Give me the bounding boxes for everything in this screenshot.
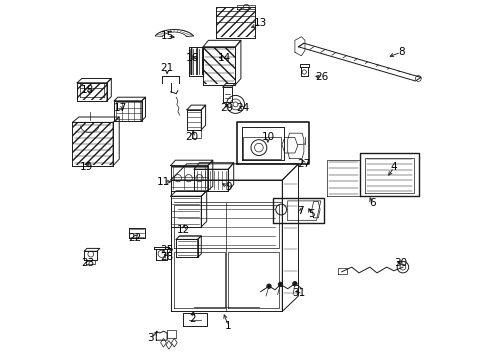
Text: 19: 19: [80, 162, 93, 172]
Text: 21: 21: [160, 63, 173, 73]
Circle shape: [278, 282, 282, 287]
Text: 30: 30: [394, 258, 407, 268]
Text: 20: 20: [185, 132, 199, 142]
Bar: [77, 83, 106, 100]
Text: 8: 8: [397, 47, 404, 57]
Text: 7: 7: [296, 206, 303, 216]
Text: 16: 16: [185, 53, 199, 63]
Text: 12: 12: [176, 225, 189, 235]
Circle shape: [266, 284, 270, 288]
Circle shape: [292, 282, 296, 286]
Text: 10: 10: [261, 132, 274, 142]
Text: 24: 24: [236, 103, 249, 113]
Text: 28: 28: [160, 252, 173, 262]
Text: 6: 6: [368, 198, 375, 208]
Text: 11: 11: [157, 177, 170, 187]
Text: 15: 15: [160, 31, 173, 41]
Text: 29: 29: [220, 103, 233, 113]
Bar: [203, 47, 235, 84]
Text: 2: 2: [188, 314, 195, 324]
Text: 4: 4: [390, 162, 396, 172]
Text: 9: 9: [224, 182, 231, 192]
Text: 13: 13: [254, 18, 267, 28]
Bar: [73, 123, 113, 165]
Text: 25: 25: [160, 245, 173, 255]
Text: 14: 14: [218, 53, 231, 63]
Bar: [216, 8, 254, 37]
Text: 18: 18: [81, 85, 94, 95]
Text: 27: 27: [297, 159, 310, 169]
Text: 26: 26: [315, 72, 328, 82]
Text: 22: 22: [128, 233, 141, 243]
Text: 23: 23: [81, 258, 94, 268]
Text: 17: 17: [113, 103, 127, 113]
Text: 5: 5: [307, 209, 314, 219]
Text: 31: 31: [291, 288, 305, 298]
Text: 3: 3: [147, 333, 154, 343]
Text: 1: 1: [224, 321, 231, 331]
Bar: [189, 47, 203, 75]
